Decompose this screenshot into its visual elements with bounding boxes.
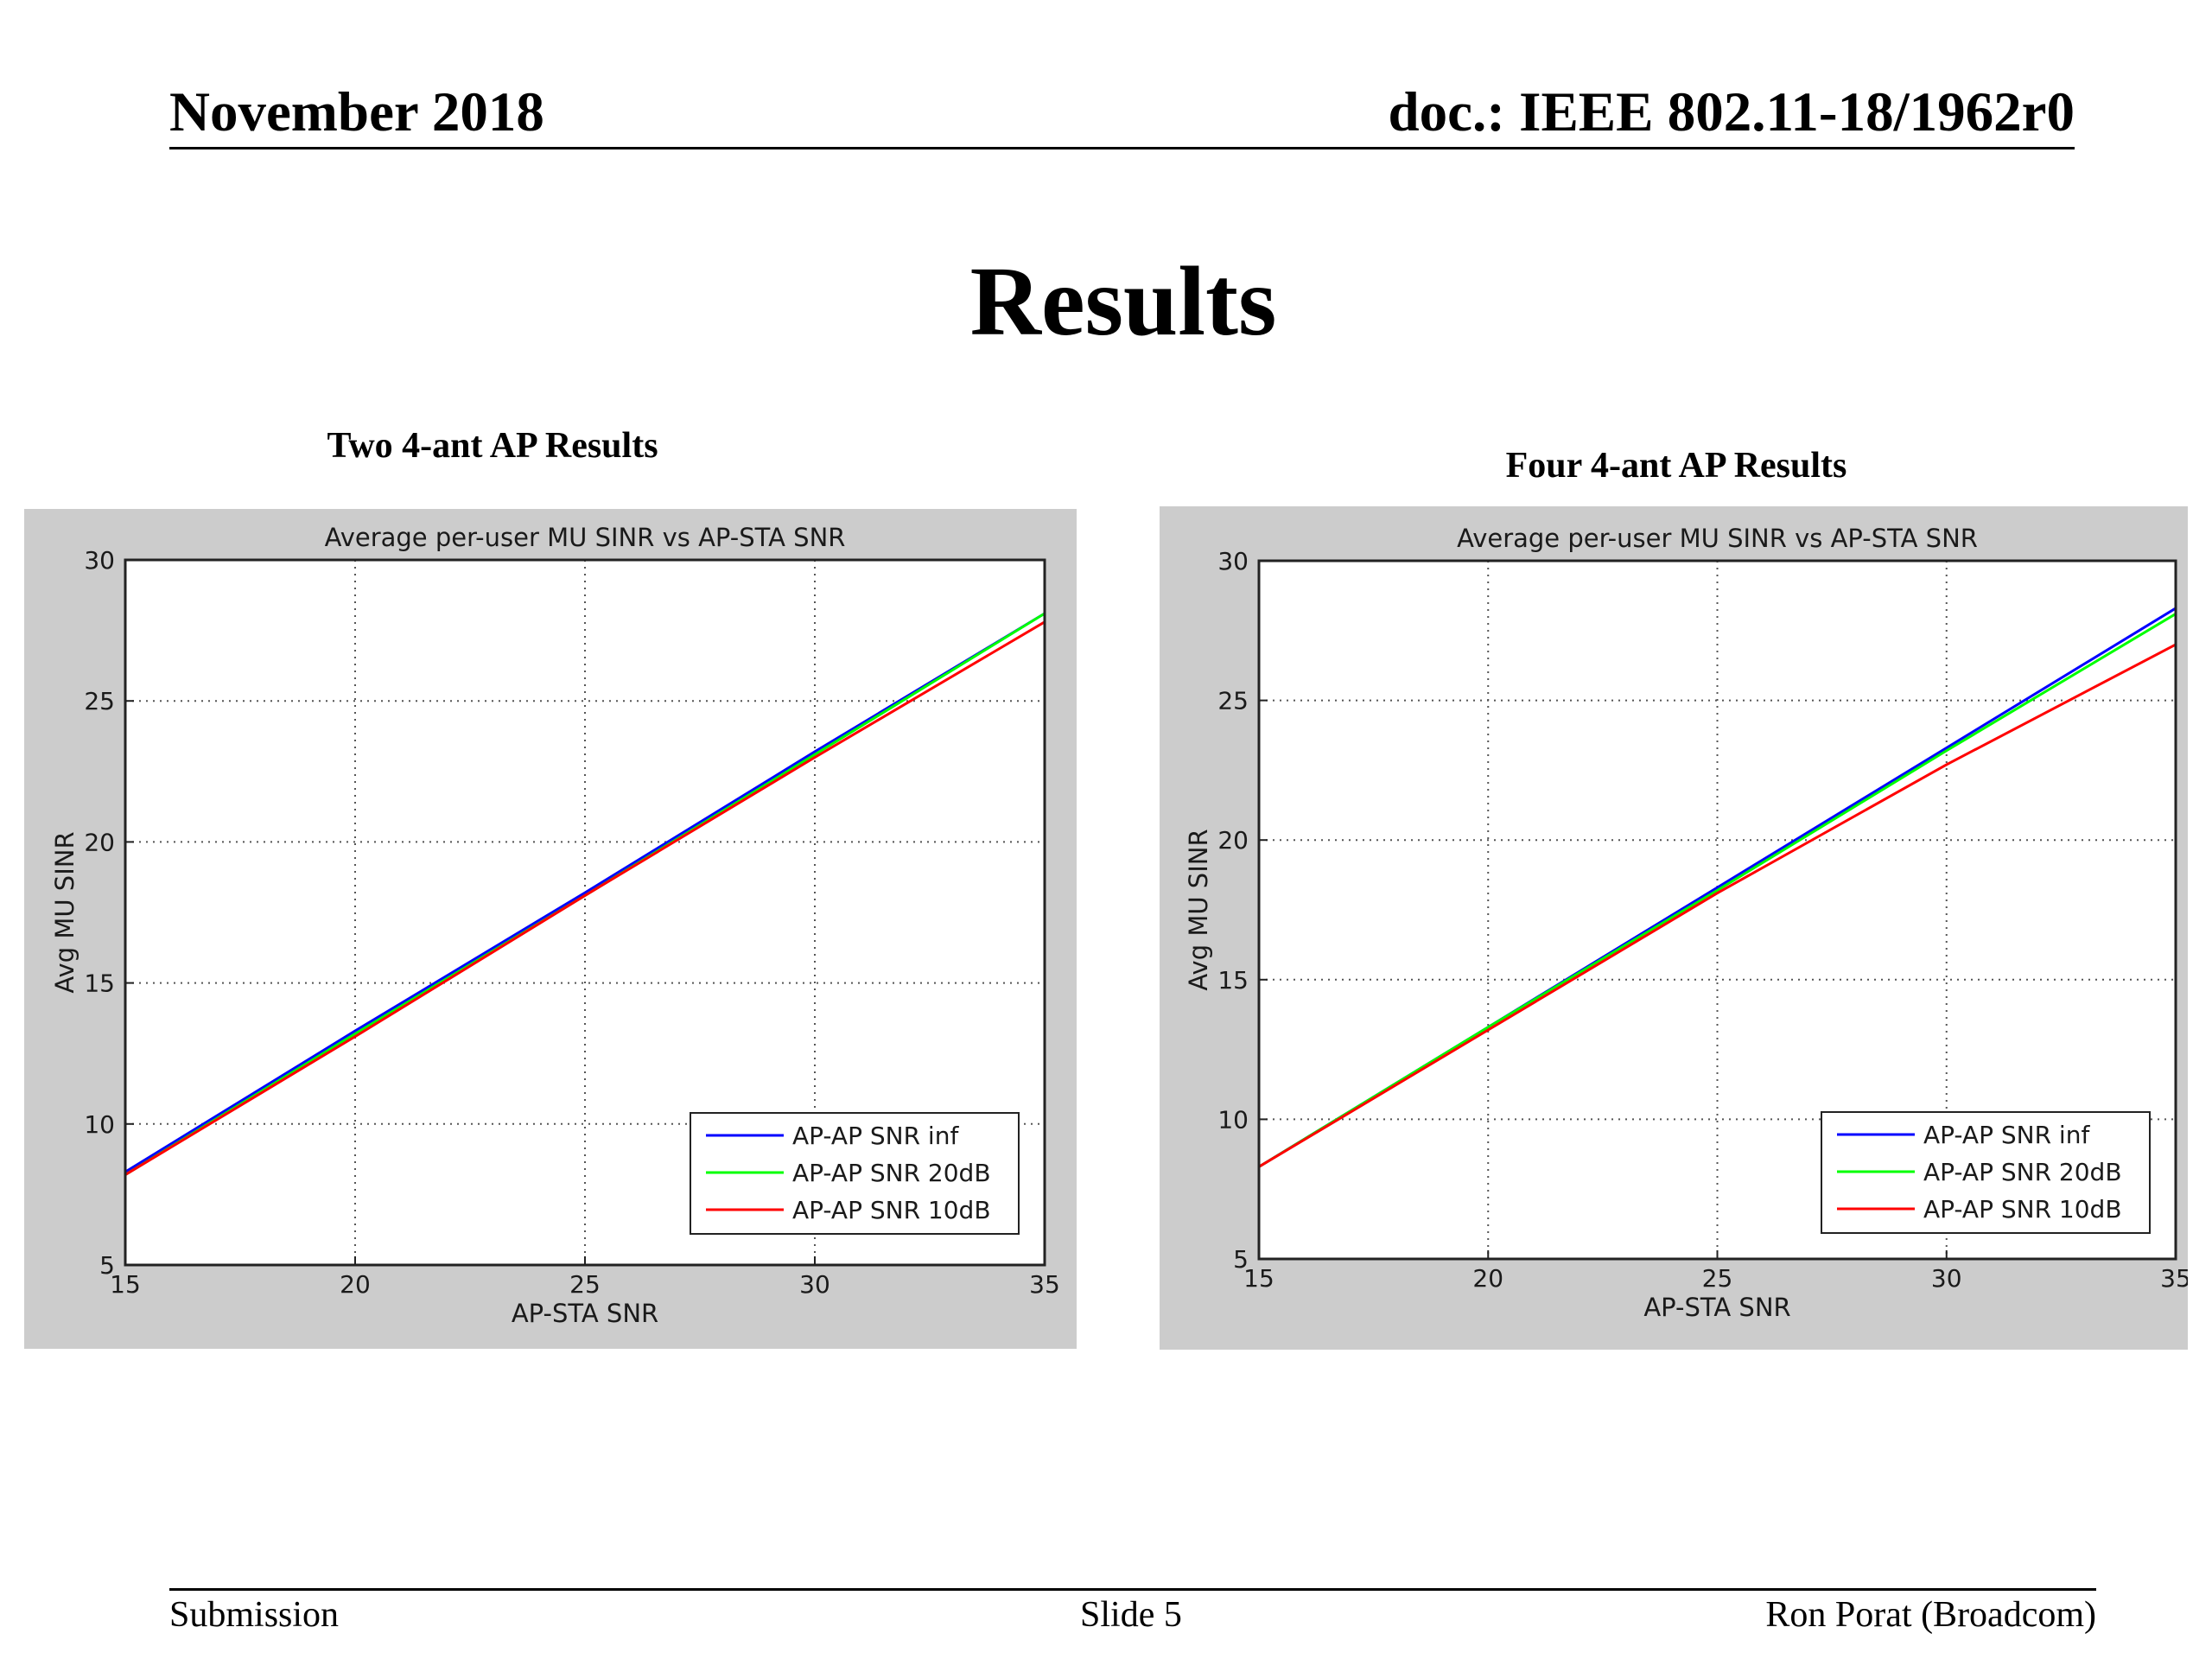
y-tick-label: 5 (99, 1251, 115, 1280)
legend: AP-AP SNR inf AP-AP SNR 20dB AP-AP SNR 10d… (690, 1112, 1020, 1235)
x-axis-label: AP-STA SNR (1643, 1293, 1790, 1322)
y-axis-label: Avg MU SINR (1184, 829, 1213, 990)
y-tick-label: 25 (84, 687, 115, 715)
chart-panel-two-ap: 15 20 25 30 35 5 10 15 20 25 30 Average per-user MU… (24, 509, 1077, 1349)
series-line-3 (124, 620, 1046, 1176)
footer-rule (169, 1588, 2096, 1591)
y-tick-label: 20 (84, 828, 115, 856)
x-tick-label: 35 (1029, 1270, 1060, 1299)
legend-label-1: AP-AP SNR inf (792, 1122, 959, 1150)
y-tick-label: 25 (1217, 687, 1249, 715)
x-tick-label: 20 (340, 1270, 371, 1299)
caption-four-ap: Four 4-ant AP Results (1505, 446, 1847, 486)
y-tick-label: 5 (1233, 1245, 1249, 1274)
x-tick-label: 25 (1702, 1264, 1733, 1293)
slide-title: Results (969, 246, 1277, 356)
series-line-1 (124, 612, 1046, 1173)
chart-panel-four-ap: 15 20 25 30 35 5 10 15 20 25 30 Average per-user MU… (1160, 506, 2188, 1350)
header-rule (169, 147, 2075, 149)
y-tick-label: 15 (1217, 966, 1249, 995)
header-date: November 2018 (169, 81, 544, 143)
y-tick-label: 20 (1217, 826, 1249, 855)
x-tick-label: 35 (2160, 1264, 2188, 1293)
chart-four-ap: 15 20 25 30 35 5 10 15 20 25 30 Average per-user MU… (1184, 524, 2188, 1322)
x-tick-label: 25 (569, 1270, 601, 1299)
y-tick-label: 30 (1217, 547, 1249, 575)
y-axis-label: Avg MU SINR (50, 831, 79, 993)
y-tick-label: 15 (84, 969, 115, 998)
legend-label-3: AP-AP SNR 10dB (792, 1196, 991, 1224)
x-tick-label: 20 (1472, 1264, 1503, 1293)
legend: AP-AP SNR inf AP-AP SNR 20dB AP-AP SNR 10d… (1821, 1111, 2151, 1234)
x-tick-label: 15 (110, 1270, 141, 1299)
footer-author: Ron Porat (Broadcom) (1765, 1595, 2096, 1635)
series-line-3 (1258, 643, 2177, 1168)
caption-two-ap: Two 4-ant AP Results (327, 426, 658, 466)
legend-label-2: AP-AP SNR 20dB (792, 1159, 991, 1187)
x-tick-label: 15 (1243, 1264, 1274, 1293)
legend-label-2: AP-AP SNR 20dB (1923, 1158, 2122, 1186)
chart-two-ap: 15 20 25 30 35 5 10 15 20 25 30 Average per-user MU… (50, 523, 1060, 1328)
chart-title: Average per-user MU SINR vs AP-STA SNR (1457, 524, 1978, 553)
footer-slide-number: Slide 5 (1080, 1595, 1182, 1635)
x-axis-label: AP-STA SNR (512, 1299, 658, 1328)
y-tick-label: 30 (84, 546, 115, 575)
footer-submission: Submission (169, 1595, 340, 1635)
y-tick-label: 10 (84, 1110, 115, 1139)
legend-label-3: AP-AP SNR 10dB (1923, 1195, 2122, 1224)
legend-label-1: AP-AP SNR inf (1923, 1121, 2090, 1149)
chart-title: Average per-user MU SINR vs AP-STA SNR (325, 523, 846, 552)
x-tick-label: 30 (1931, 1264, 1962, 1293)
series-line-2 (1258, 613, 2177, 1168)
header-doc-id: doc.: IEEE 802.11-18/1962r0 (1388, 81, 2075, 143)
x-tick-label: 30 (799, 1270, 830, 1299)
y-tick-label: 10 (1217, 1105, 1249, 1134)
